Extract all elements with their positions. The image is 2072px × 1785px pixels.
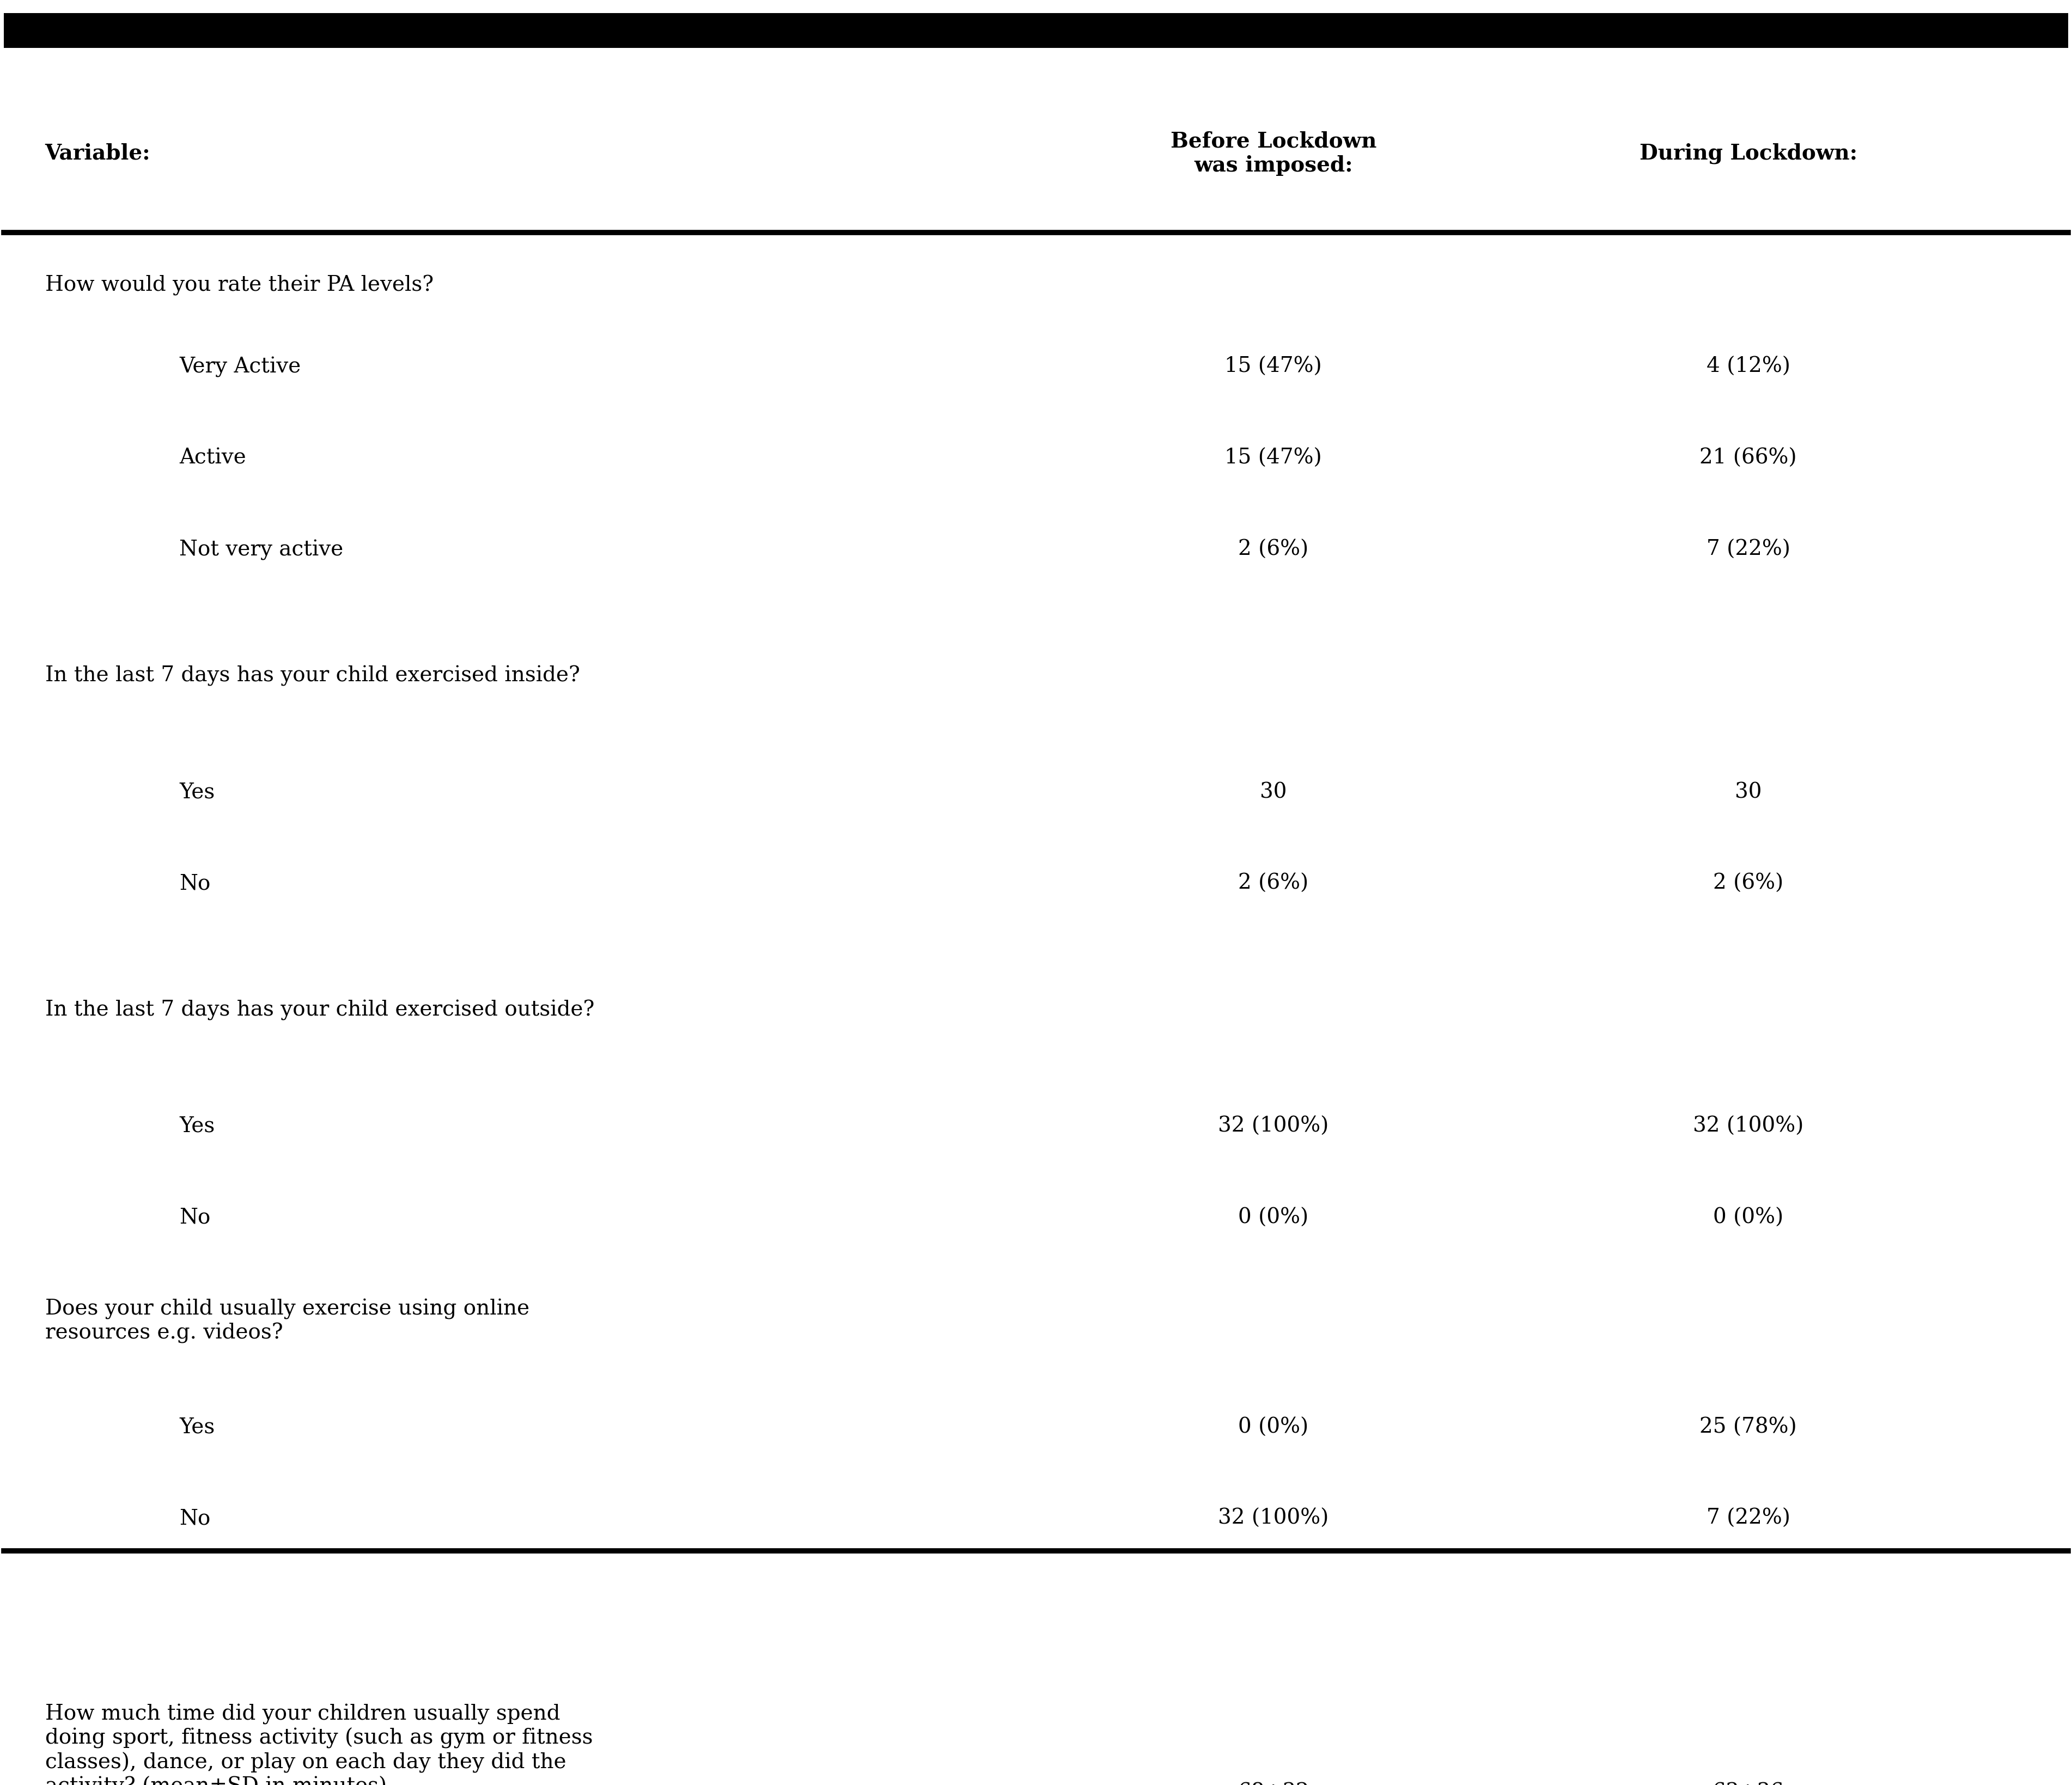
Text: 0 (0%): 0 (0%): [1239, 1208, 1310, 1228]
Text: Yes: Yes: [180, 1417, 215, 1437]
Text: In the last 7 days has your child exercised inside?: In the last 7 days has your child exerci…: [46, 666, 580, 685]
Text: 0 (0%): 0 (0%): [1239, 1417, 1310, 1437]
Text: 32 (100%): 32 (100%): [1218, 1116, 1328, 1137]
Text: 21 (66%): 21 (66%): [1699, 448, 1796, 468]
Text: In the last 7 days has your child exercised outside?: In the last 7 days has your child exerci…: [46, 1000, 595, 1021]
Text: 7 (22%): 7 (22%): [1705, 1508, 1790, 1528]
Text: 63±36: 63±36: [1711, 1783, 1784, 1785]
Text: Active: Active: [180, 448, 247, 468]
Text: Variable:: Variable:: [46, 143, 151, 164]
Text: Does your child usually exercise using online
resources e.g. videos?: Does your child usually exercise using o…: [46, 1299, 528, 1344]
Text: 30: 30: [1734, 782, 1761, 801]
Text: 25 (78%): 25 (78%): [1699, 1417, 1796, 1437]
Text: Very Active: Very Active: [180, 357, 300, 377]
Text: Yes: Yes: [180, 782, 215, 801]
Bar: [4, 12, 2068, 48]
Text: Not very active: Not very active: [180, 539, 344, 560]
Text: 68±32: 68±32: [1237, 1783, 1310, 1785]
Text: No: No: [180, 873, 211, 894]
Text: 2 (6%): 2 (6%): [1239, 539, 1310, 560]
Text: 4 (12%): 4 (12%): [1705, 357, 1790, 377]
Text: No: No: [180, 1208, 211, 1228]
Text: 15 (47%): 15 (47%): [1225, 357, 1322, 377]
Text: How much time did your children usually spend
doing sport, fitness activity (suc: How much time did your children usually …: [46, 1705, 593, 1785]
Text: Before Lockdown
was imposed:: Before Lockdown was imposed:: [1171, 130, 1376, 175]
Text: No: No: [180, 1508, 211, 1528]
Text: During Lockdown:: During Lockdown:: [1639, 143, 1857, 164]
Text: 32 (100%): 32 (100%): [1218, 1508, 1328, 1528]
Text: 15 (47%): 15 (47%): [1225, 448, 1322, 468]
Text: 0 (0%): 0 (0%): [1714, 1208, 1784, 1228]
Text: Yes: Yes: [180, 1116, 215, 1137]
Text: 30: 30: [1260, 782, 1287, 801]
Text: 2 (6%): 2 (6%): [1239, 873, 1310, 894]
Text: How would you rate their PA levels?: How would you rate their PA levels?: [46, 275, 433, 296]
Text: 2 (6%): 2 (6%): [1714, 873, 1784, 894]
Text: 32 (100%): 32 (100%): [1693, 1116, 1803, 1137]
Text: 7 (22%): 7 (22%): [1705, 539, 1790, 560]
